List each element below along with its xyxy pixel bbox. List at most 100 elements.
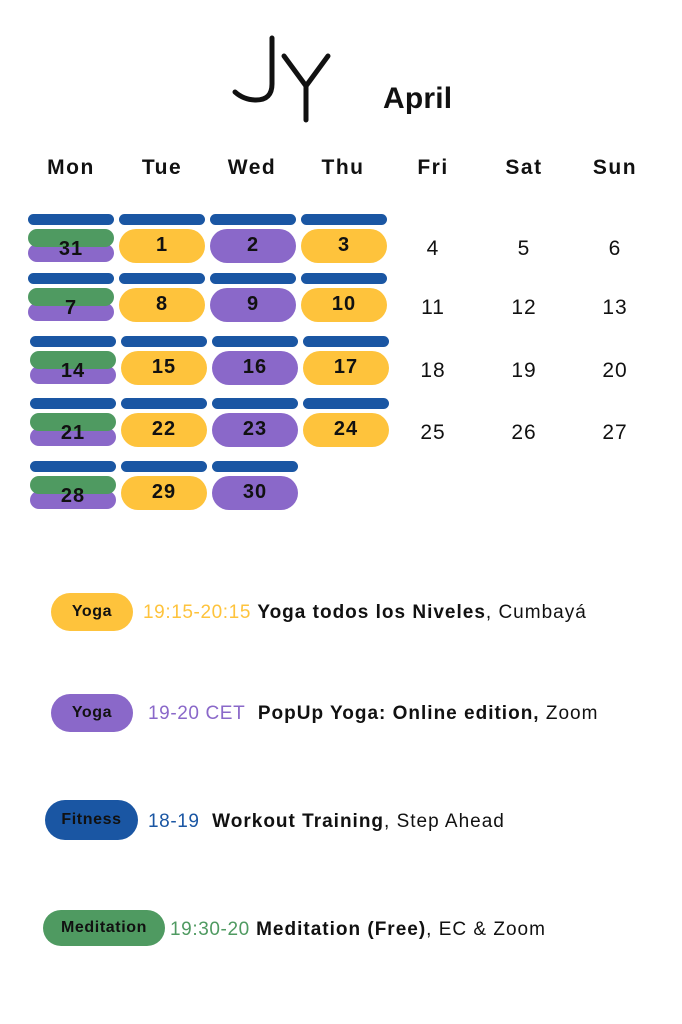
day-number: 23 <box>242 418 268 440</box>
day-cell-wed[interactable]: 30 <box>212 461 298 521</box>
day-cell-wed[interactable]: 16 <box>212 336 298 396</box>
meditation-bar <box>30 476 116 494</box>
online-yoga-pill <box>210 288 296 322</box>
day-cell-mon[interactable]: 28 <box>30 461 116 521</box>
day-number-sat: 19 <box>511 359 537 382</box>
legend-title: Yoga todos los Niveles <box>257 602 486 623</box>
day-cell-wed[interactable]: 23 <box>212 398 298 458</box>
day-cell-tue[interactable]: 22 <box>121 398 207 458</box>
yoga-studio-pill <box>121 413 207 447</box>
meditation-bar <box>28 229 114 247</box>
weekday-mon: Mon <box>47 156 95 179</box>
month-title: April <box>383 82 453 115</box>
legend-title: PopUp Yoga: Online edition, <box>257 703 540 724</box>
online-yoga-pill <box>210 229 296 263</box>
day-number: 17 <box>333 356 359 378</box>
online-yoga-bar <box>28 303 114 321</box>
day-number: 29 <box>151 481 177 503</box>
day-number-fri: 11 <box>421 296 445 319</box>
day-number-sun: 20 <box>602 359 628 382</box>
day-cell-wed[interactable]: 2 <box>210 214 296 274</box>
legend-tag-yoga-studio: Yoga <box>51 593 133 631</box>
fitness-bar <box>303 398 389 409</box>
legend-tag-meditation: Meditation <box>43 910 165 946</box>
legend-location: Zoom <box>539 703 599 724</box>
legend-entry-yoga-online: 19-20 CET PopUp Yoga: Online edition, Zo… <box>148 703 598 725</box>
jy-logo: JY <box>232 34 331 123</box>
day-cell-tue[interactable]: 15 <box>121 336 207 396</box>
yoga-studio-pill <box>301 229 387 263</box>
weekday-thu: Thu <box>321 156 365 179</box>
logo-text: JY <box>232 34 251 38</box>
legend-entry-fitness: 18-19 Workout Training, Step Ahead <box>148 811 505 833</box>
day-cell-tue[interactable]: 8 <box>119 273 205 333</box>
day-number: 28 <box>60 485 86 507</box>
day-number: 31 <box>58 238 84 260</box>
legend-time: 18-19 <box>148 811 200 832</box>
weekday-sat: Sat <box>505 156 543 179</box>
day-number-sun: 27 <box>602 421 628 444</box>
legend-title: Meditation (Free) <box>256 919 427 940</box>
legend-tag-fitness: Fitness <box>45 800 138 840</box>
legend-time: 19:30-20 <box>170 919 250 940</box>
day-number-fri: 18 <box>420 359 446 382</box>
weekday-tue: Tue <box>141 156 183 179</box>
fitness-bar <box>210 273 296 284</box>
weekday-wed: Wed <box>227 156 277 179</box>
day-number: 3 <box>337 234 351 256</box>
day-cell-wed[interactable]: 9 <box>210 273 296 333</box>
day-cell-tue[interactable]: 1 <box>119 214 205 274</box>
meditation-bar <box>30 413 116 431</box>
fitness-bar <box>30 461 116 472</box>
online-yoga-pill <box>212 351 298 385</box>
day-cell-mon[interactable]: 31 <box>28 214 114 274</box>
fitness-bar <box>30 398 116 409</box>
day-number: 15 <box>151 356 177 378</box>
fitness-bar <box>212 461 298 472</box>
legend-time: 19-20 CET <box>148 703 246 724</box>
day-number: 9 <box>246 293 260 315</box>
day-number: 7 <box>64 297 78 319</box>
day-number-fri: 4 <box>426 237 440 260</box>
day-number-sun: 6 <box>608 237 622 260</box>
day-number: 2 <box>246 234 260 256</box>
day-cell-tue[interactable]: 29 <box>121 461 207 521</box>
day-cell-thu[interactable]: 17 <box>303 336 389 396</box>
legend-entry-yoga-studio: 19:15-20:15 Yoga todos los Niveles, Cumb… <box>143 602 587 624</box>
day-number: 30 <box>242 481 268 503</box>
legend-location: , Step Ahead <box>384 811 505 832</box>
day-cell-thu[interactable]: 24 <box>303 398 389 458</box>
fitness-bar <box>121 336 207 347</box>
fitness-bar <box>30 336 116 347</box>
legend-title: Workout Training <box>212 811 385 832</box>
online-yoga-bar <box>30 366 116 384</box>
online-yoga-bar <box>28 244 114 262</box>
yoga-studio-pill <box>121 476 207 510</box>
day-number-sat: 5 <box>517 237 531 260</box>
day-number-sat: 12 <box>511 296 537 319</box>
day-number: 1 <box>155 234 169 256</box>
day-cell-mon[interactable]: 21 <box>30 398 116 458</box>
day-cell-mon[interactable]: 14 <box>30 336 116 396</box>
day-number-sun: 13 <box>602 296 628 319</box>
fitness-bar <box>303 336 389 347</box>
legend-tag-yoga-online: Yoga <box>51 694 133 732</box>
day-cell-thu[interactable]: 10 <box>301 273 387 333</box>
day-cell-mon[interactable]: 7 <box>28 273 114 333</box>
fitness-bar <box>119 273 205 284</box>
day-number: 10 <box>331 293 357 315</box>
day-number: 21 <box>60 422 86 444</box>
fitness-bar <box>121 398 207 409</box>
fitness-bar <box>28 214 114 225</box>
weekday-sun: Sun <box>592 156 638 179</box>
fitness-bar <box>212 398 298 409</box>
yoga-studio-pill <box>119 229 205 263</box>
fitness-bar <box>28 273 114 284</box>
online-yoga-pill <box>212 476 298 510</box>
day-number: 24 <box>333 418 359 440</box>
online-yoga-bar <box>30 491 116 509</box>
day-cell-thu[interactable]: 3 <box>301 214 387 274</box>
legend-location: , Cumbayá <box>485 602 587 623</box>
fitness-bar <box>121 461 207 472</box>
day-number: 14 <box>60 360 86 382</box>
